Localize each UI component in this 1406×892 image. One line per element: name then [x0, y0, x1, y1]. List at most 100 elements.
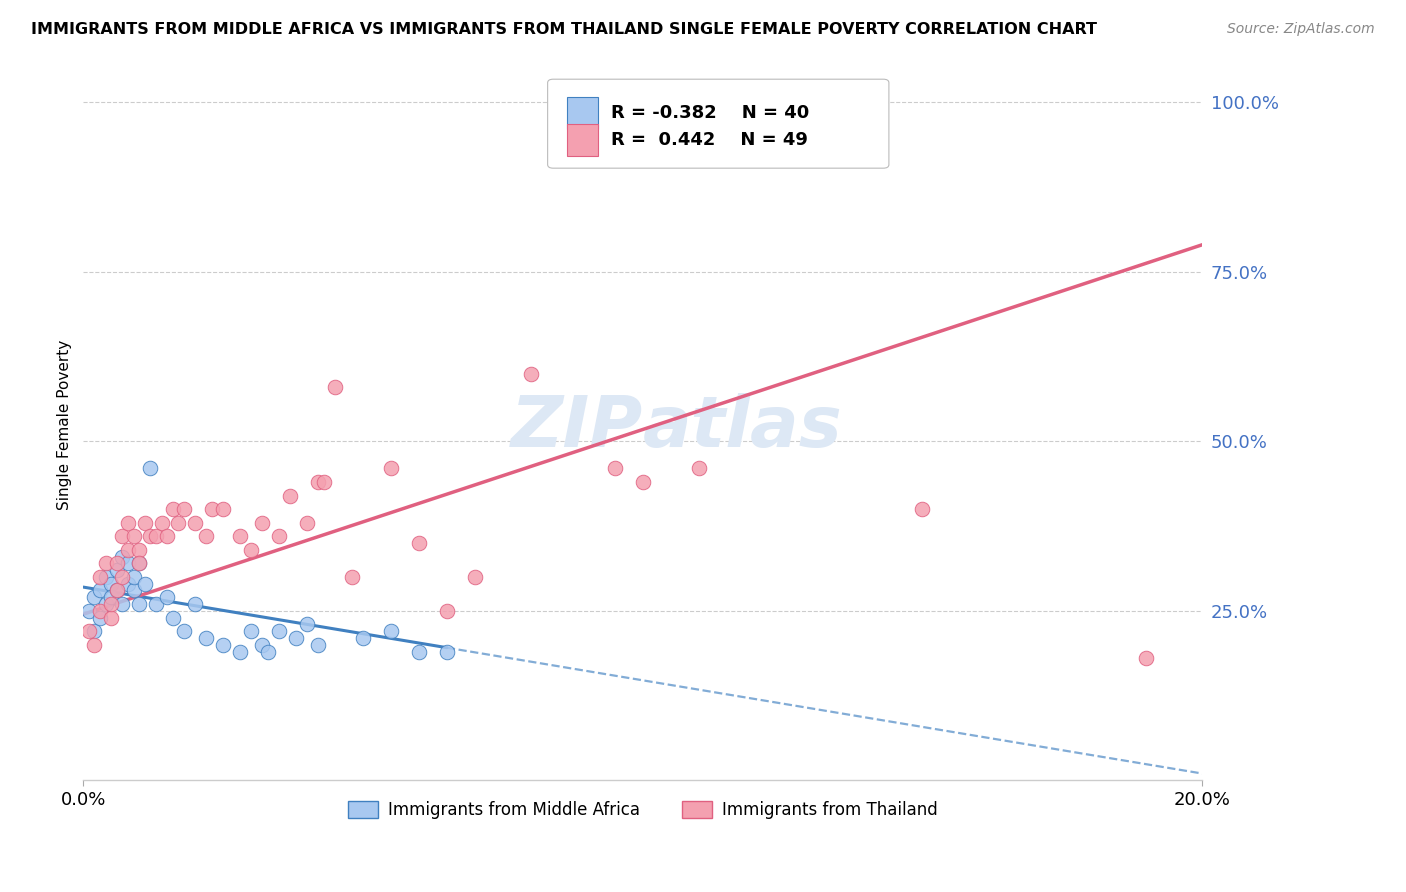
Point — [229, 644, 252, 658]
Point — [94, 570, 117, 584]
Point — [89, 604, 111, 618]
Point — [77, 624, 100, 639]
Point — [139, 461, 162, 475]
Point — [156, 591, 179, 605]
Point — [77, 604, 100, 618]
Point — [352, 631, 374, 645]
Point — [89, 610, 111, 624]
Point — [117, 576, 139, 591]
Point — [340, 570, 363, 584]
Point — [139, 529, 162, 543]
Point — [122, 529, 145, 543]
Point — [278, 489, 301, 503]
Point — [128, 542, 150, 557]
Point — [408, 536, 430, 550]
Point — [408, 644, 430, 658]
Point — [380, 461, 402, 475]
Point — [128, 597, 150, 611]
Point — [117, 516, 139, 530]
Point — [1135, 651, 1157, 665]
Point — [436, 604, 458, 618]
Point — [173, 502, 195, 516]
Point — [83, 638, 105, 652]
Point — [323, 380, 346, 394]
Point — [184, 516, 207, 530]
Point — [464, 570, 486, 584]
Point — [111, 549, 134, 564]
Point — [105, 563, 128, 577]
Point — [295, 516, 318, 530]
Text: Source: ZipAtlas.com: Source: ZipAtlas.com — [1227, 22, 1375, 37]
Point — [122, 570, 145, 584]
Point — [269, 624, 291, 639]
Point — [83, 624, 105, 639]
Bar — [567, 124, 598, 156]
Point — [307, 475, 329, 489]
Point — [201, 502, 224, 516]
Point — [195, 529, 218, 543]
Point — [94, 557, 117, 571]
Point — [173, 624, 195, 639]
Point — [380, 624, 402, 639]
Point — [122, 583, 145, 598]
Point — [312, 475, 335, 489]
Point — [105, 583, 128, 598]
Point — [117, 542, 139, 557]
Text: R =  0.442    N = 49: R = 0.442 N = 49 — [612, 131, 808, 149]
Point — [252, 638, 274, 652]
Point — [105, 557, 128, 571]
Text: atlas: atlas — [643, 393, 842, 462]
Point — [83, 591, 105, 605]
FancyBboxPatch shape — [547, 79, 889, 169]
Point — [134, 516, 156, 530]
Point — [603, 461, 626, 475]
Point — [162, 610, 184, 624]
Point — [145, 529, 167, 543]
Point — [212, 502, 235, 516]
Point — [89, 570, 111, 584]
Text: R = -0.382    N = 40: R = -0.382 N = 40 — [612, 104, 810, 122]
Point — [284, 631, 307, 645]
Point — [307, 638, 329, 652]
Point — [162, 502, 184, 516]
Y-axis label: Single Female Poverty: Single Female Poverty — [58, 339, 72, 509]
Point — [145, 597, 167, 611]
Point — [111, 570, 134, 584]
Point — [269, 529, 291, 543]
Point — [184, 597, 207, 611]
Point — [295, 617, 318, 632]
Point — [195, 631, 218, 645]
Point — [688, 461, 710, 475]
Point — [111, 529, 134, 543]
Point — [111, 597, 134, 611]
Point — [94, 597, 117, 611]
Point — [520, 367, 543, 381]
Point — [100, 591, 122, 605]
Point — [156, 529, 179, 543]
Point — [240, 624, 263, 639]
Point — [229, 529, 252, 543]
Point — [128, 557, 150, 571]
Point — [575, 136, 598, 150]
Point — [89, 583, 111, 598]
Point — [167, 516, 190, 530]
Text: ZIP: ZIP — [510, 393, 643, 462]
Point — [128, 557, 150, 571]
Point — [105, 583, 128, 598]
Legend: Immigrants from Middle Africa, Immigrants from Thailand: Immigrants from Middle Africa, Immigrant… — [342, 794, 943, 825]
Point — [436, 644, 458, 658]
Point — [100, 576, 122, 591]
Point — [100, 597, 122, 611]
Point — [134, 576, 156, 591]
Point — [150, 516, 173, 530]
Point — [911, 502, 934, 516]
Point — [100, 610, 122, 624]
Point — [252, 516, 274, 530]
Text: IMMIGRANTS FROM MIDDLE AFRICA VS IMMIGRANTS FROM THAILAND SINGLE FEMALE POVERTY : IMMIGRANTS FROM MIDDLE AFRICA VS IMMIGRA… — [31, 22, 1097, 37]
Point — [631, 475, 654, 489]
Point — [240, 542, 263, 557]
Point — [257, 644, 280, 658]
Point — [117, 557, 139, 571]
Point — [212, 638, 235, 652]
Bar — [567, 97, 598, 129]
